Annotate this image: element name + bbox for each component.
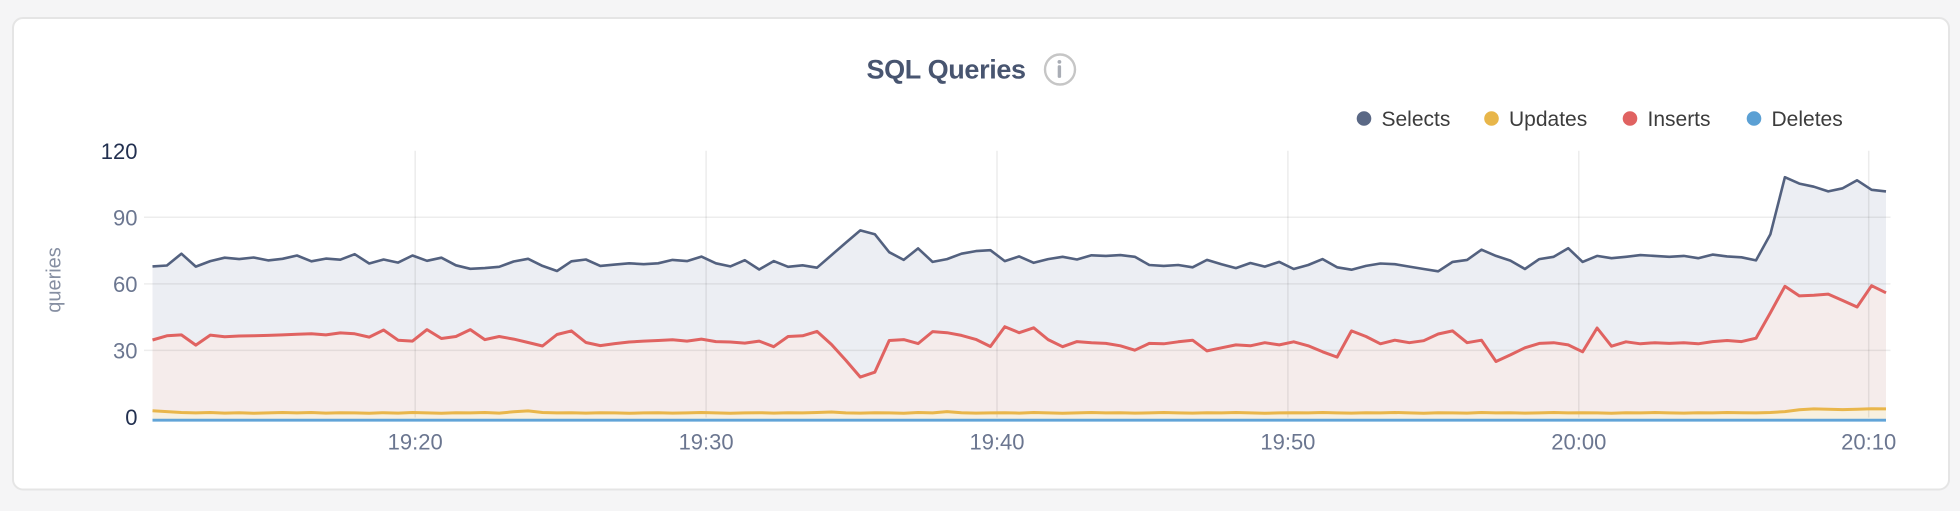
svg-text:SQL Queries: SQL Queries (867, 55, 1026, 85)
svg-text:Deletes: Deletes (1772, 108, 1843, 131)
svg-text:queries: queries (44, 247, 66, 313)
svg-text:120: 120 (101, 139, 138, 164)
svg-text:Inserts: Inserts (1648, 108, 1711, 131)
svg-text:20:10: 20:10 (1841, 430, 1896, 455)
svg-text:60: 60 (113, 272, 137, 297)
svg-text:19:40: 19:40 (969, 430, 1024, 455)
svg-text:Selects: Selects (1382, 108, 1451, 131)
svg-text:30: 30 (113, 338, 137, 363)
svg-text:90: 90 (113, 205, 137, 230)
svg-text:19:50: 19:50 (1260, 430, 1315, 455)
svg-text:19:30: 19:30 (679, 430, 734, 455)
svg-text:0: 0 (125, 405, 137, 430)
svg-text:Updates: Updates (1509, 108, 1587, 131)
svg-text:19:20: 19:20 (388, 430, 443, 455)
svg-text:20:00: 20:00 (1551, 430, 1606, 455)
